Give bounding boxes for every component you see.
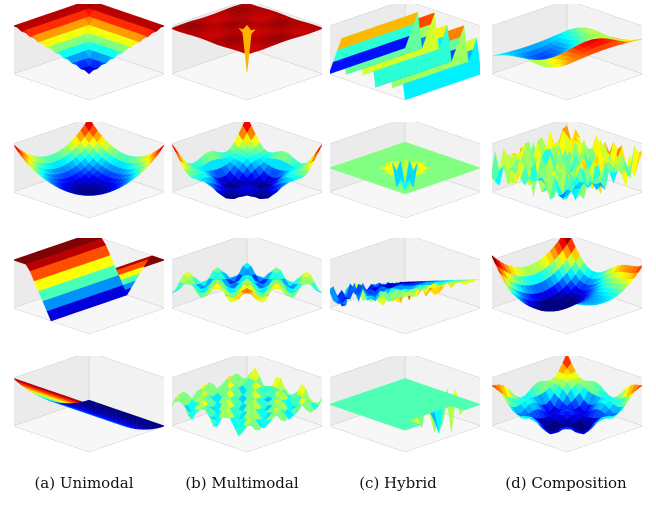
surface-plot-a2: [14, 122, 164, 230]
surface-plot-b2: [172, 122, 322, 230]
surface-svg-c3: [330, 238, 480, 335]
surface-plot-d1: [492, 4, 642, 112]
surface-plot-b4: [172, 356, 322, 464]
surface-plot-a3: [14, 238, 164, 346]
caption-composition: (d) Composition: [505, 474, 627, 492]
surface-svg-a1: [14, 4, 164, 101]
surface-plot-b1: [172, 4, 322, 112]
surface-svg-a4: [14, 356, 164, 453]
surface-svg-b4: [172, 356, 322, 453]
surface-plot-b3: [172, 238, 322, 346]
surface-svg-a3: [14, 238, 164, 335]
surface-plot-c4: [330, 356, 480, 464]
surface-plot-c1: [330, 4, 480, 112]
surface-svg-c1: [330, 4, 480, 101]
surface-plot-c3: [330, 238, 480, 346]
surface-svg-c2: [330, 122, 480, 219]
surface-svg-a2: [14, 122, 164, 219]
surface-svg-c4: [330, 356, 480, 453]
caption-multimodal: (b) Multimodal: [185, 474, 299, 492]
surface-svg-b1: [172, 4, 322, 101]
surface-svg-b2: [172, 122, 322, 219]
surface-plot-a4: [14, 356, 164, 464]
surface-plot-c2: [330, 122, 480, 230]
surface-plot-d2: [492, 122, 642, 230]
surface-svg-b3: [172, 238, 322, 335]
caption-hybrid: (c) Hybrid: [359, 474, 437, 492]
figure-grid: [14, 4, 642, 464]
surface-svg-d2: [492, 122, 642, 219]
surface-plot-d3: [492, 238, 642, 346]
surface-svg-d3: [492, 238, 642, 335]
surface-plot-d4: [492, 356, 642, 464]
caption-unimodal: (a) Unimodal: [34, 474, 134, 492]
surface-svg-d1: [492, 4, 642, 101]
surface-svg-d4: [492, 356, 642, 453]
surface-plot-a1: [14, 4, 164, 112]
